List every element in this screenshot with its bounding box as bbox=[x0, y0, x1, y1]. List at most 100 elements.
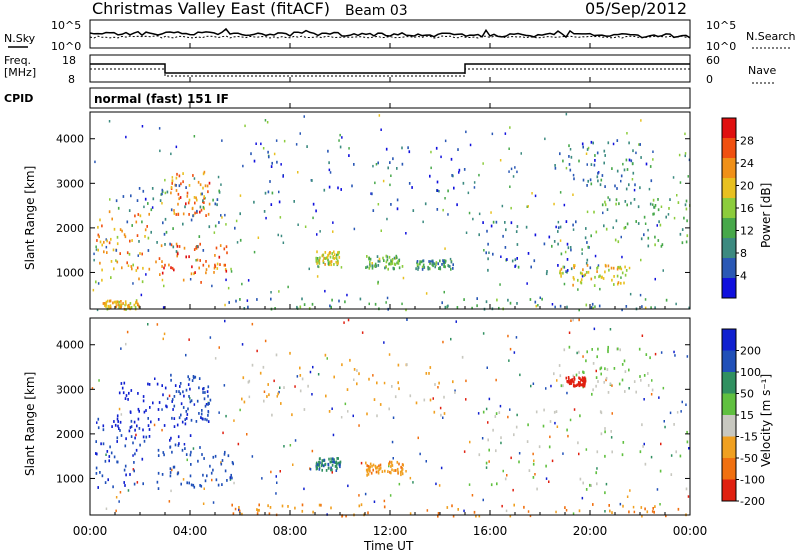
data-cell bbox=[329, 460, 332, 464]
data-cell bbox=[175, 250, 178, 253]
scatter-cell bbox=[143, 205, 145, 209]
data-cell bbox=[169, 445, 172, 449]
data-cell bbox=[216, 203, 218, 207]
scatter-cell bbox=[220, 461, 222, 464]
data-cell bbox=[367, 467, 370, 471]
data-cell bbox=[130, 265, 133, 268]
data-cell bbox=[515, 425, 518, 429]
data-cell bbox=[378, 259, 381, 263]
scatter-cell bbox=[257, 236, 260, 239]
data-cell bbox=[129, 410, 132, 414]
scatter-cell bbox=[225, 414, 227, 418]
colorbar-cell bbox=[722, 278, 736, 299]
data-cell bbox=[402, 463, 404, 467]
data-cell bbox=[257, 509, 259, 512]
data-cell bbox=[193, 272, 195, 276]
data-cell bbox=[498, 411, 501, 414]
scatter-cell bbox=[581, 252, 583, 255]
scatter-cell bbox=[391, 440, 394, 444]
data-cell bbox=[599, 367, 602, 371]
data-cell bbox=[624, 370, 627, 373]
data-cell bbox=[390, 461, 393, 465]
data-cell bbox=[585, 271, 588, 274]
scatter-cell bbox=[204, 196, 206, 200]
data-cell bbox=[583, 380, 586, 384]
data-cell bbox=[533, 259, 536, 263]
data-cell bbox=[320, 503, 322, 507]
scatter-cell bbox=[507, 334, 509, 338]
data-cell bbox=[182, 222, 184, 226]
velocity-colorbar-label: Velocity [m s⁻¹] bbox=[759, 374, 773, 467]
data-cell bbox=[135, 269, 138, 272]
scatter-cell bbox=[576, 351, 578, 355]
data-cell bbox=[441, 301, 443, 305]
data-cell bbox=[573, 376, 576, 379]
data-cell bbox=[633, 198, 636, 201]
data-cell bbox=[443, 263, 445, 266]
data-cell bbox=[281, 504, 284, 508]
scatter-cell bbox=[611, 384, 613, 387]
data-cell bbox=[643, 215, 646, 219]
data-cell bbox=[171, 400, 173, 403]
scatter-cell bbox=[127, 489, 130, 492]
scatter-cell bbox=[437, 386, 439, 389]
scatter-cell bbox=[567, 434, 569, 438]
data-cell bbox=[330, 506, 332, 510]
data-cell bbox=[331, 468, 333, 472]
data-cell bbox=[173, 425, 176, 428]
data-cell bbox=[589, 178, 592, 182]
data-cell bbox=[473, 510, 476, 514]
data-cell bbox=[369, 264, 371, 268]
scatter-cell bbox=[549, 435, 551, 439]
data-cell bbox=[597, 347, 599, 351]
data-cell bbox=[144, 197, 147, 201]
data-cell bbox=[328, 161, 330, 165]
data-cell bbox=[642, 445, 644, 448]
data-cell bbox=[147, 249, 150, 252]
scatter-cell bbox=[218, 411, 220, 414]
data-cell bbox=[579, 383, 582, 387]
data-cell bbox=[495, 449, 497, 453]
data-cell bbox=[596, 482, 598, 486]
data-cell bbox=[615, 198, 618, 202]
scatter-cell bbox=[469, 440, 471, 444]
scatter-cell bbox=[667, 213, 670, 216]
data-cell bbox=[369, 257, 372, 261]
data-cell bbox=[323, 188, 326, 192]
data-cell bbox=[560, 274, 562, 278]
data-cell bbox=[614, 238, 617, 242]
scatter-cell bbox=[467, 191, 470, 195]
data-cell bbox=[372, 468, 374, 472]
scatter-cell bbox=[164, 178, 166, 182]
scatter-cell bbox=[163, 284, 165, 288]
data-cell bbox=[568, 377, 570, 381]
data-cell bbox=[270, 203, 273, 206]
data-cell bbox=[604, 185, 606, 188]
data-cell bbox=[450, 260, 453, 264]
scatter-cell bbox=[282, 175, 284, 178]
data-cell bbox=[423, 398, 426, 402]
data-cell bbox=[142, 428, 144, 432]
scatter-cell bbox=[594, 254, 597, 258]
data-cell bbox=[607, 348, 609, 352]
data-cell bbox=[294, 506, 296, 510]
scatter-cell bbox=[585, 152, 588, 155]
data-cell bbox=[127, 398, 129, 401]
scatter-cell bbox=[195, 259, 197, 262]
data-cell bbox=[184, 418, 186, 421]
data-cell bbox=[327, 262, 330, 265]
scatter-cell bbox=[162, 337, 164, 341]
data-cell bbox=[106, 251, 108, 254]
data-cell bbox=[119, 429, 121, 432]
data-cell bbox=[505, 228, 507, 232]
data-cell bbox=[679, 232, 682, 236]
scatter-cell bbox=[463, 450, 466, 453]
data-cell bbox=[393, 262, 396, 266]
data-cell bbox=[163, 453, 165, 457]
colorbar-cell bbox=[722, 393, 736, 416]
data-cell bbox=[125, 437, 127, 441]
data-cell bbox=[379, 463, 382, 467]
scatter-cell bbox=[620, 235, 622, 239]
scatter-cell bbox=[505, 509, 508, 513]
data-cell bbox=[429, 174, 431, 178]
